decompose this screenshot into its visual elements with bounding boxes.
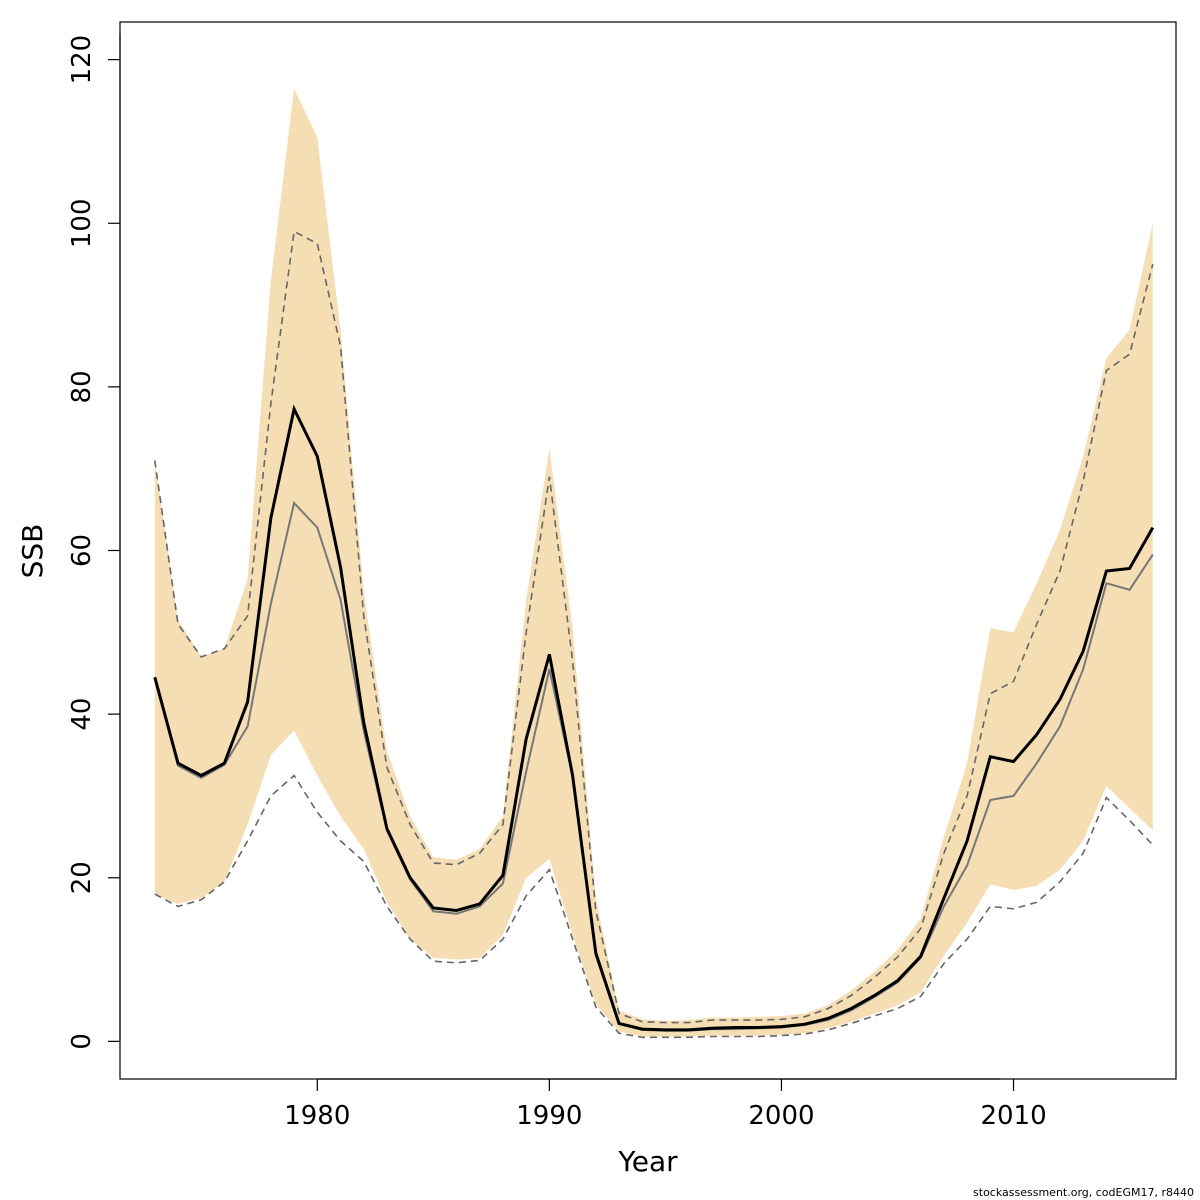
x-tick-label: 1980	[284, 1101, 350, 1131]
plot-area	[153, 88, 1155, 1039]
confidence-band	[154, 88, 1153, 1037]
ssb-estimate-line	[153, 404, 1155, 1032]
y-tick-label: 60	[67, 534, 97, 567]
y-tick-label: 80	[67, 370, 97, 403]
y-tick-label: 20	[67, 861, 97, 894]
x-tick-label: 1990	[516, 1101, 582, 1131]
y-tick-label: 0	[67, 1033, 97, 1050]
x-axis-ticks: 1980 1990 2000 2010	[284, 1079, 1047, 1131]
x-tick-label: 2000	[748, 1101, 814, 1131]
x-axis-title: Year	[617, 1145, 678, 1178]
x-tick-label: 2010	[980, 1101, 1046, 1131]
y-tick-label: 100	[67, 198, 97, 248]
credit-text: stockassessment.org, codEGM17, r8440	[973, 1186, 1194, 1199]
y-tick-label: 40	[67, 698, 97, 731]
y-tick-label: 120	[67, 35, 97, 85]
y-axis-title: SSB	[16, 524, 49, 579]
y-axis-ticks: 0 20 40 60 80 100 120	[67, 35, 120, 1050]
upper-dashed-line	[154, 230, 1154, 1024]
lower-dashed-line	[154, 774, 1154, 1039]
